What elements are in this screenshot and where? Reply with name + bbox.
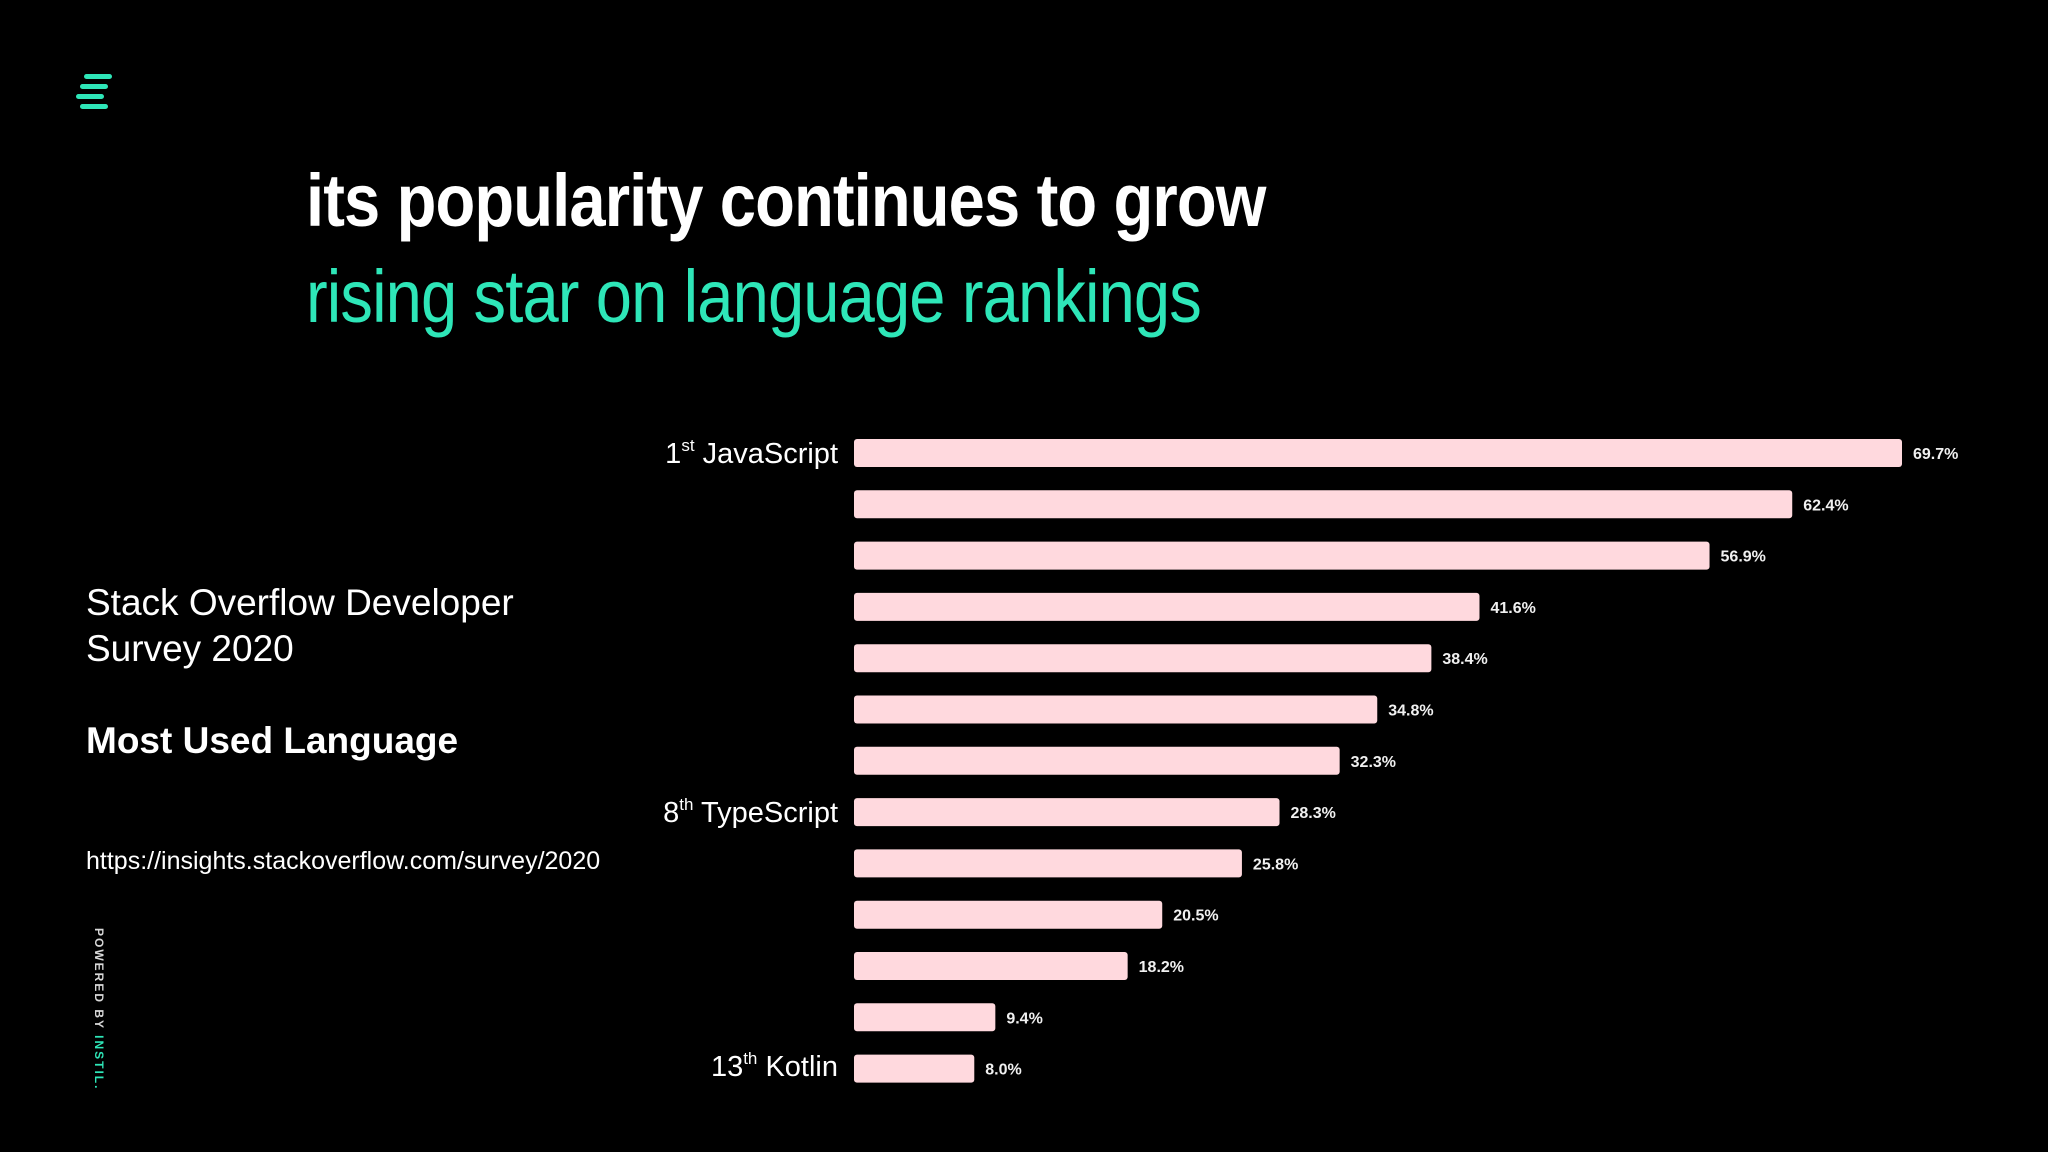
bar-4 bbox=[854, 592, 1480, 621]
bar-10 bbox=[854, 900, 1163, 929]
bar-8 bbox=[854, 798, 1280, 827]
bar-value-label: 34.8% bbox=[1388, 703, 1433, 720]
bar-11 bbox=[854, 952, 1128, 980]
rank-number: 13 bbox=[710, 1051, 744, 1083]
rank-suffix: th bbox=[679, 795, 694, 814]
rank-label-typescript: 8th TypeScript bbox=[663, 796, 838, 830]
rank-number: 8 bbox=[663, 797, 680, 829]
rank-language: JavaScript bbox=[702, 438, 838, 470]
bar-value-label: 69.7% bbox=[1913, 446, 1958, 463]
bar-value-label: 32.3% bbox=[1351, 754, 1396, 771]
bar-2 bbox=[854, 490, 1793, 519]
bar-value-label: 20.5% bbox=[1173, 908, 1218, 925]
bar-value-label: 8.0% bbox=[985, 1062, 1021, 1079]
rank-suffix: th bbox=[743, 1049, 758, 1068]
bar-1 bbox=[854, 439, 1902, 467]
rank-number: 1 bbox=[665, 438, 682, 470]
rank-language: TypeScript bbox=[701, 797, 838, 829]
bar-value-label: 41.6% bbox=[1490, 600, 1535, 617]
powered-by-brand: INSTIL. bbox=[92, 1035, 106, 1091]
bar-value-label: 56.9% bbox=[1721, 549, 1766, 566]
rank-suffix: st bbox=[681, 436, 695, 455]
bar-3 bbox=[854, 541, 1710, 570]
bar-value-label: 38.4% bbox=[1442, 651, 1487, 668]
bar-13 bbox=[854, 1054, 975, 1083]
bar-12 bbox=[854, 1003, 996, 1032]
bar-6 bbox=[854, 695, 1378, 724]
powered-by: POWERED BY INSTIL. bbox=[92, 928, 106, 1090]
powered-by-prefix: POWERED BY bbox=[92, 928, 106, 1036]
bar-7 bbox=[854, 746, 1340, 775]
bar-5 bbox=[854, 644, 1432, 673]
rank-label-javascript: 1st JavaScript bbox=[665, 437, 838, 471]
slide-title: its popularity continues to grow bbox=[306, 159, 1266, 242]
slide-subtitle: rising star on language rankings bbox=[306, 255, 1202, 338]
survey-url[interactable]: https://insights.stackoverflow.com/surve… bbox=[86, 847, 601, 875]
bar-value-label: 9.4% bbox=[1006, 1010, 1042, 1027]
bar-value-label: 28.3% bbox=[1291, 805, 1336, 822]
metric-name: Most Used Language bbox=[86, 720, 459, 761]
survey-source: Stack Overflow Developer Survey 2020 bbox=[86, 582, 514, 669]
instil-logo-icon bbox=[76, 74, 112, 109]
bar-value-label: 62.4% bbox=[1803, 497, 1848, 514]
rank-label-kotlin: 13th Kotlin bbox=[711, 1050, 838, 1084]
bar-value-label: 25.8% bbox=[1253, 856, 1298, 873]
rank-language: Kotlin bbox=[765, 1051, 838, 1083]
bar-value-label: 18.2% bbox=[1139, 959, 1184, 976]
bar-9 bbox=[854, 849, 1242, 878]
